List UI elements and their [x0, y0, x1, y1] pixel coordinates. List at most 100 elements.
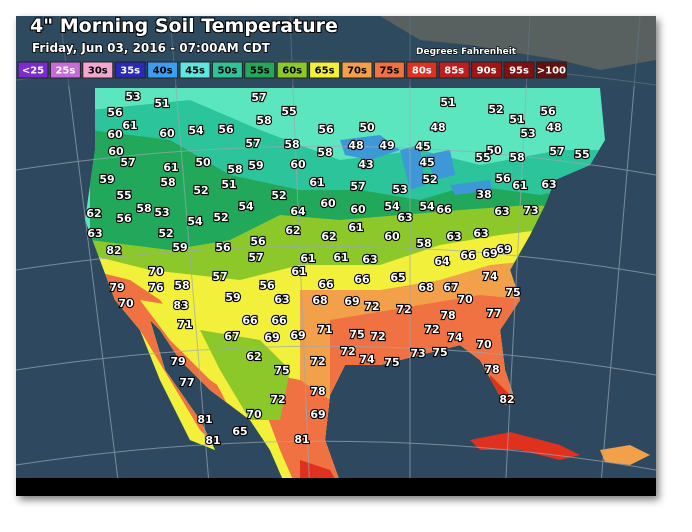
temperature-reading: 72: [340, 345, 355, 358]
temperature-reading: 60: [159, 127, 175, 140]
temperature-reading: 54: [419, 200, 435, 213]
temperature-reading: 82: [106, 244, 121, 257]
temperature-reading: 61: [333, 251, 348, 264]
title: 4" Morning Soil Temperature: [30, 15, 338, 37]
temperature-reading: 50: [486, 144, 502, 157]
temperature-reading: 55: [574, 148, 589, 161]
temperature-reading: 69: [482, 247, 497, 260]
temperature-reading: 52: [158, 227, 173, 240]
temperature-reading: 60: [350, 203, 366, 216]
temperature-reading: 64: [434, 255, 450, 268]
legend-swatch: [406, 61, 438, 79]
temperature-reading: 77: [486, 307, 501, 320]
legend-swatch: [309, 61, 341, 79]
legend-swatch: [179, 61, 211, 79]
graticule: [16, 16, 656, 496]
temperature-reading: 60: [320, 197, 336, 210]
legend-label: 85s: [444, 66, 464, 77]
legend-label: 25s: [55, 66, 75, 77]
temperature-reading: 51: [154, 97, 169, 110]
temperature-reading: 56: [107, 106, 123, 119]
legend: <25 25s 30s 35s 40s 45s 50s 55s 60s 65s 70s 75s 80s 8…: [17, 61, 567, 79]
temperature-reading: 69: [310, 408, 325, 421]
temperature-reading: 66: [436, 203, 452, 216]
temperature-reading: 79: [109, 281, 124, 294]
temperature-reading: 69: [496, 243, 511, 256]
temperature-reading: 61: [122, 119, 137, 132]
temperature-reading: 78: [310, 385, 325, 398]
temperature-reading: 74: [482, 270, 498, 283]
temperature-reading: 45: [419, 156, 434, 169]
legend-swatch: [82, 61, 114, 79]
temperature-reading: 75: [349, 328, 364, 341]
temperature-reading: 48: [546, 121, 561, 134]
legend-label: 70s: [347, 66, 367, 77]
legend-swatch: [373, 61, 405, 79]
temperature-reading: 69: [264, 331, 279, 344]
legend-label: >100: [537, 66, 566, 77]
temperature-reading: 64: [290, 205, 306, 218]
temperature-reading: 66: [242, 314, 258, 327]
temperature-reading: 74: [447, 331, 463, 344]
temperature-reading: 63: [87, 227, 102, 240]
temperature-reading: 59: [225, 291, 240, 304]
temperature-reading: 54: [238, 200, 254, 213]
temperature-reading: 68: [312, 294, 327, 307]
temperature-reading: 75: [432, 346, 447, 359]
temperature-reading: 49: [379, 139, 394, 152]
legend-label: 65s: [315, 66, 335, 77]
temperature-reading: 69: [344, 295, 359, 308]
legend-label: 55s: [250, 66, 270, 77]
legend-label: 90s: [477, 66, 497, 77]
temperature-reading: 56: [318, 123, 334, 136]
temperature-reading: 50: [359, 121, 375, 134]
temperature-reading: 56: [540, 105, 556, 118]
temperature-reading: 67: [443, 281, 458, 294]
temperature-reading: 59: [248, 159, 263, 172]
temperature-reading: 55: [281, 105, 296, 118]
temperature-reading: 78: [440, 309, 455, 322]
lake: [425, 150, 455, 180]
temperature-reading: 54: [384, 200, 400, 213]
temperature-reading: 61: [348, 221, 363, 234]
temperature-reading: 57: [120, 156, 135, 169]
temperature-reading: 75: [274, 364, 289, 377]
temperature-reading: 53: [520, 127, 535, 140]
temperature-reading: 58: [160, 176, 175, 189]
temperature-reading: 52: [213, 211, 228, 224]
temperature-reading: 61: [291, 265, 306, 278]
temperature-reading: 57: [245, 137, 260, 150]
temperature-reading: 62: [246, 350, 261, 363]
temperature-reading: 69: [290, 329, 305, 342]
temperature-reading: 48: [430, 121, 445, 134]
temperature-reading: 50: [195, 156, 211, 169]
temperature-reading: 63: [473, 227, 488, 240]
legend-swatch: [211, 61, 243, 79]
temperature-reading: 63: [541, 178, 556, 191]
temperature-reading: 66: [354, 273, 370, 286]
temperature-reading: 58: [227, 163, 242, 176]
temperature-reading: 48: [348, 139, 363, 152]
temperature-reading: 38: [476, 188, 491, 201]
temperature-reading: 56: [116, 212, 132, 225]
temperature-reading: 57: [549, 145, 564, 158]
temperature-reading: 56: [218, 123, 234, 136]
island: [470, 432, 580, 460]
temperature-reading: 60: [107, 128, 123, 141]
temperature-reading: 57: [212, 270, 227, 283]
temperature-reading: 71: [317, 323, 332, 336]
temperature-reading: 53: [125, 90, 140, 103]
legend-label: 75s: [379, 66, 399, 77]
temperature-reading: 81: [205, 434, 220, 447]
temperature-reading: 66: [460, 249, 476, 262]
temperature-reading: 63: [274, 293, 289, 306]
temperature-reading: 54: [188, 124, 204, 137]
temperature-reading: 75: [384, 356, 399, 369]
temperature-reading: 61: [512, 179, 527, 192]
temperature-reading: 66: [318, 278, 334, 291]
temperature-reading: 52: [271, 189, 286, 202]
temperature-reading: 76: [148, 281, 164, 294]
temperature-reading: 52: [422, 173, 437, 186]
temperature-reading: 63: [397, 211, 412, 224]
